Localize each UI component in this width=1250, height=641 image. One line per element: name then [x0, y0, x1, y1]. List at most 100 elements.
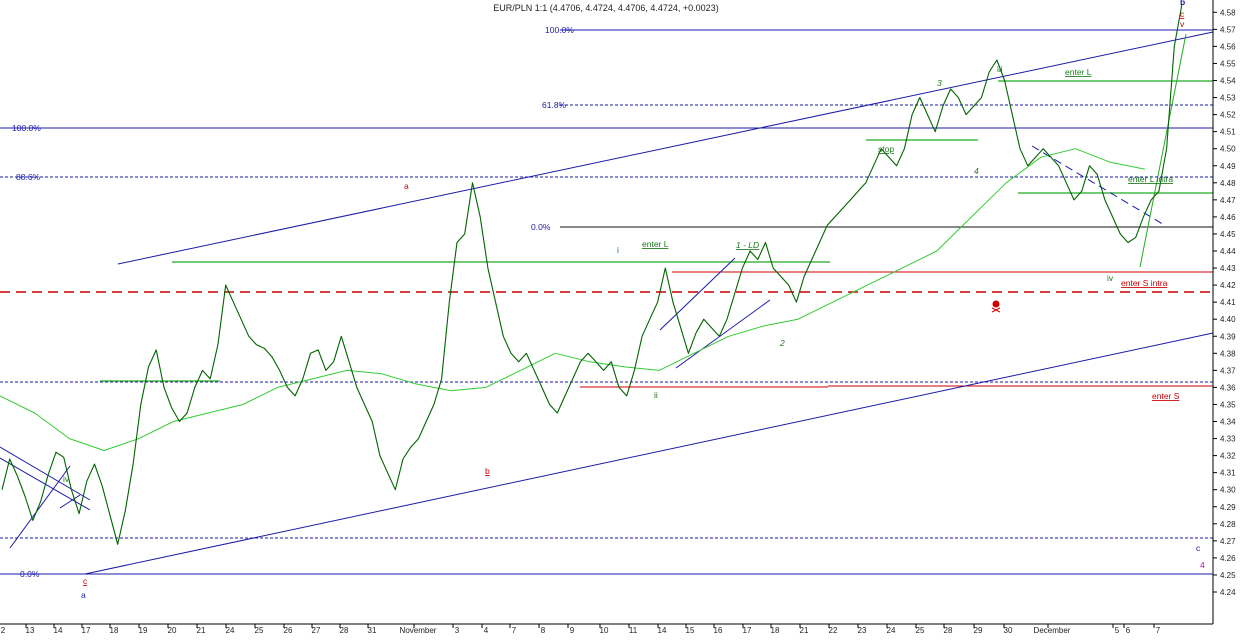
chart-annotation: iv: [1107, 273, 1114, 283]
x-tick-label: 19: [139, 626, 148, 635]
x-tick-label: 11: [629, 626, 638, 635]
trend-line: [0, 447, 90, 500]
y-tick-label: 4.55: [1220, 59, 1236, 68]
chart-annotation: iii: [997, 64, 1003, 74]
x-tick-label: 6: [1126, 626, 1131, 635]
chart-annotation: 3: [937, 78, 942, 88]
x-tick-label: 26: [284, 626, 293, 635]
chart-annotation: ii: [654, 390, 658, 400]
x-tick-label: 21: [800, 626, 809, 635]
chart-annotation: enter S intra: [1121, 278, 1168, 288]
y-tick-label: 4.28: [1220, 520, 1236, 529]
x-tick-label: 28: [944, 626, 953, 635]
x-tick-label: 14: [658, 626, 667, 635]
y-tick-label: 4.46: [1220, 213, 1236, 222]
chart-annotation: c: [1196, 543, 1201, 553]
x-tick-label: 4: [484, 626, 489, 635]
chart-annotation: iv: [63, 474, 70, 484]
x-tick-label: 16: [714, 626, 723, 635]
x-tick-label: 22: [829, 626, 838, 635]
x-tick-label: 30: [1004, 626, 1013, 635]
y-tick-label: 4.37: [1220, 366, 1236, 375]
chart-annotation: enter L intra: [1128, 174, 1173, 184]
x-tick-label: 13: [26, 626, 35, 635]
moving-average-line: [0, 149, 1145, 451]
x-tick-label: 24: [887, 626, 896, 635]
price-line: [2, 4, 1182, 545]
trend-line: [118, 32, 1213, 264]
x-tick-label: 20: [168, 626, 177, 635]
chart-annotation: enter S: [1152, 391, 1180, 401]
chart-annotation: 0.0%: [20, 569, 40, 579]
y-tick-label: 4.24: [1220, 588, 1236, 597]
skull-icon: [992, 301, 1000, 313]
y-tick-label: 4.33: [1220, 435, 1236, 444]
chart-annotation: c: [83, 576, 88, 586]
y-tick-label: 4.40: [1220, 315, 1236, 324]
chart-annotation: enter L: [642, 239, 669, 249]
x-tick-label: 18: [771, 626, 780, 635]
y-tick-label: 4.54: [1220, 77, 1236, 86]
x-tick-label: 9: [570, 626, 575, 635]
y-tick-label: 4.47: [1220, 196, 1236, 205]
chart-annotation: 61.8%: [542, 100, 567, 110]
x-tick-label: 23: [858, 626, 867, 635]
x-tick-label: 29: [974, 626, 983, 635]
x-tick-label: 17: [82, 626, 91, 635]
x-tick-label: 2: [1, 626, 6, 635]
y-tick-label: 4.56: [1220, 42, 1236, 51]
x-tick-label: November: [400, 626, 437, 635]
x-tick-label: 25: [255, 626, 264, 635]
y-tick-label: 4.31: [1220, 469, 1236, 478]
y-tick-label: 4.45: [1220, 230, 1236, 239]
chart-annotation: 4: [974, 166, 979, 176]
x-tick-label: 25: [916, 626, 925, 635]
y-tick-label: 4.51: [1220, 128, 1236, 137]
y-tick-label: 4.36: [1220, 383, 1236, 392]
y-tick-label: 4.39: [1220, 332, 1236, 341]
y-tick-label: 4.30: [1220, 486, 1236, 495]
y-tick-label: 4.42: [1220, 281, 1236, 290]
x-tick-label: 27: [312, 626, 321, 635]
y-tick-label: 4.44: [1220, 247, 1236, 256]
x-tick-label: 18: [110, 626, 119, 635]
x-tick-label: 15: [686, 626, 695, 635]
y-tick-label: 4.25: [1220, 571, 1236, 580]
x-tick-label: 17: [743, 626, 752, 635]
y-tick-label: 4.48: [1220, 179, 1236, 188]
y-tick-label: 4.29: [1220, 503, 1236, 512]
y-tick-label: 4.38: [1220, 349, 1236, 358]
x-tick-label: 3: [455, 626, 460, 635]
x-tick-label: 10: [600, 626, 609, 635]
y-tick-label: 4.49: [1220, 162, 1236, 171]
trend-line: [676, 300, 770, 368]
x-tick-label: 28: [340, 626, 349, 635]
chart-annotation: stop: [878, 144, 894, 154]
y-tick-label: 4.58: [1220, 8, 1236, 17]
y-tick-label: 4.26: [1220, 554, 1236, 563]
x-tick-label: 14: [54, 626, 63, 635]
x-tick-label: 8: [541, 626, 546, 635]
y-tick-label: 4.52: [1220, 111, 1236, 120]
y-tick-label: 4.43: [1220, 264, 1236, 273]
x-tick-label: 7: [512, 626, 517, 635]
x-tick-label: 24: [226, 626, 235, 635]
chart-annotation: 100.0%: [545, 25, 574, 35]
y-tick-label: 4.41: [1220, 298, 1236, 307]
y-tick-label: 4.50: [1220, 145, 1236, 154]
chart-annotation: c: [1180, 9, 1185, 19]
chart-annotation: enter L: [1065, 67, 1092, 77]
y-tick-label: 4.27: [1220, 537, 1236, 546]
y-tick-label: 4.32: [1220, 452, 1236, 461]
y-tick-label: 4.34: [1220, 418, 1236, 427]
x-tick-label: 31: [368, 626, 377, 635]
chart-annotation: 100.0%: [12, 123, 41, 133]
chart-annotation: 1 - LD: [736, 240, 759, 250]
y-tick-label: 4.35: [1220, 400, 1236, 409]
x-tick-label: 21: [197, 626, 206, 635]
chart-annotation: a: [404, 181, 409, 191]
trend-line: [0, 458, 90, 510]
chart-annotation: 88.6%: [16, 172, 41, 182]
